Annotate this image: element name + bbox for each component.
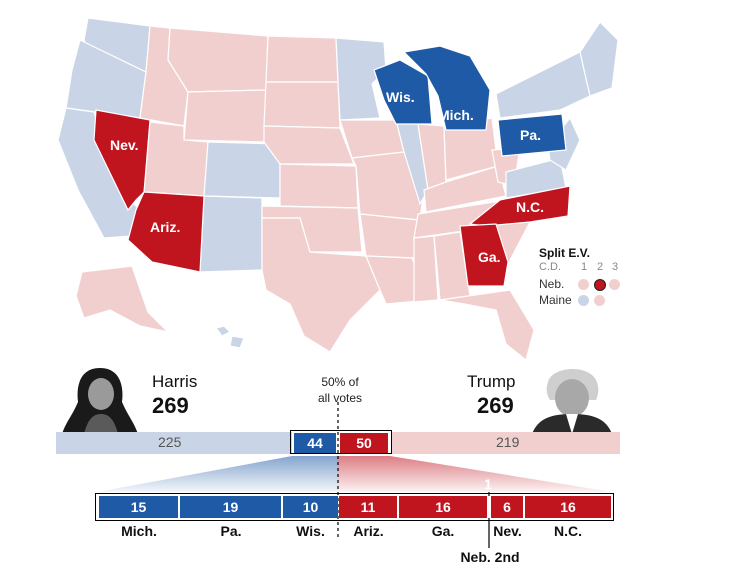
legend-neb-dot-1 <box>578 279 589 290</box>
legend-maine-label: Maine <box>539 293 572 307</box>
state-texas <box>261 217 381 353</box>
legend-cd-1: 1 <box>581 261 588 273</box>
state-arizona[interactable] <box>127 191 205 273</box>
label-wis: Wis. <box>296 523 325 539</box>
dem-battleground-box: 44 <box>294 433 336 453</box>
state-pennsylvania[interactable] <box>497 113 567 157</box>
legend-title: Split E.V. <box>539 246 590 260</box>
label-pa: Pa. <box>220 523 242 539</box>
state-minnesota <box>335 37 387 121</box>
state-label-nc: N.C. <box>516 199 544 215</box>
label-ga: Ga. <box>431 523 455 539</box>
cell-ga: 16 <box>399 496 487 518</box>
state-nevada[interactable] <box>93 109 151 212</box>
label-neb-2nd: Neb. 2nd <box>460 549 520 565</box>
legend-maine-dot-1 <box>578 295 589 306</box>
state-georgia[interactable] <box>459 223 509 287</box>
state-label-nev: Nev. <box>110 137 139 153</box>
harris-electoral-votes: 269 <box>152 393 189 418</box>
state-label-wis: Wis. <box>386 89 415 105</box>
cell-wis: 10 <box>283 496 338 518</box>
state-label-ga: Ga. <box>478 249 501 265</box>
state-wisconsin[interactable] <box>373 59 433 125</box>
state-label-mich: Mich. <box>438 107 474 123</box>
label-ariz: Ariz. <box>353 523 384 539</box>
state-nebraska <box>263 125 355 165</box>
cell-neb-2nd <box>487 496 491 518</box>
rep-safe-bar <box>392 432 620 454</box>
trump-portrait <box>532 368 612 434</box>
state-north-carolina[interactable] <box>468 185 571 227</box>
legend-maine-dot-2 <box>594 295 605 306</box>
cell-nev: 6 <box>491 496 524 518</box>
neb-2nd-votes: 1 <box>484 476 492 492</box>
label-nc: N.C. <box>554 523 582 539</box>
legend-neb-dot-3 <box>609 279 620 290</box>
state-new-england <box>579 21 619 97</box>
cell-nc: 16 <box>525 496 611 518</box>
center-note-line1: 50% of <box>321 375 359 389</box>
legend-neb-dot-2 <box>594 279 606 291</box>
rep-safe-votes: 219 <box>496 434 520 450</box>
state-hawaii <box>214 325 245 349</box>
state-mississippi <box>413 235 439 303</box>
label-mich: Mich. <box>121 523 157 539</box>
trump-name: Trump <box>467 372 516 391</box>
trump-electoral-votes: 269 <box>477 393 514 418</box>
label-nev: Nev. <box>493 523 522 539</box>
dem-safe-bar <box>56 432 292 454</box>
battleground-frame <box>290 430 392 454</box>
legend-neb-label: Neb. <box>539 277 565 291</box>
cell-mich: 15 <box>99 496 179 518</box>
cell-ariz: 11 <box>339 496 398 518</box>
legend-cd-label: C.D. <box>539 261 561 273</box>
rep-battleground-box: 50 <box>340 433 388 453</box>
center-note: 50% of all votes <box>300 374 380 406</box>
state-label-pa: Pa. <box>520 127 541 143</box>
state-alaska <box>75 265 170 334</box>
breakdown-frame <box>95 493 614 521</box>
center-note-line2: all votes <box>317 391 363 405</box>
cell-pa: 19 <box>180 496 282 518</box>
legend-cd-2: 2 <box>597 261 604 273</box>
state-label-ariz: Ariz. <box>150 219 180 235</box>
dem-safe-votes: 225 <box>158 434 182 450</box>
legend-cd-3: 3 <box>612 261 619 273</box>
harris-portrait <box>62 368 138 434</box>
state-michigan[interactable] <box>402 45 491 131</box>
harris-name: Harris <box>152 372 198 391</box>
us-electoral-map: Wis. Mich. Pa. Nev. Ariz. N.C. Ga. <box>57 17 619 362</box>
state-florida <box>439 289 535 362</box>
